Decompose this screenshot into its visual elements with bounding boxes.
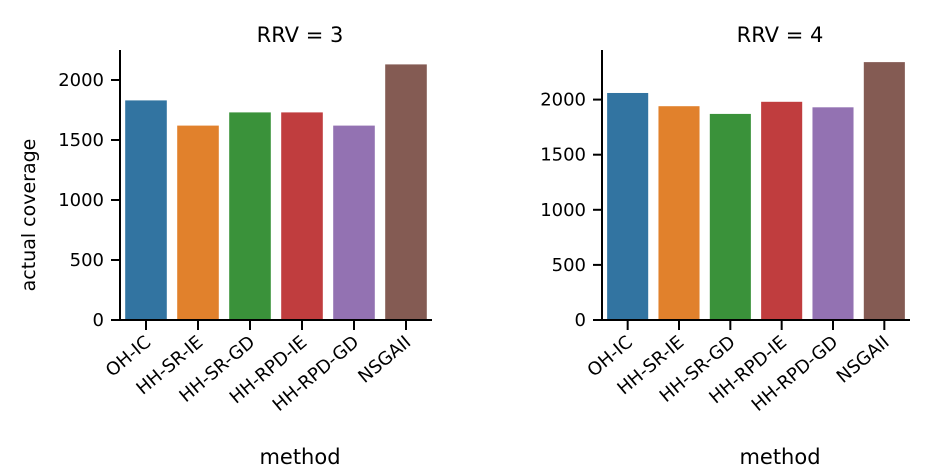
bar-oh-ic	[125, 100, 167, 321]
chart-title: RRV = 4	[737, 23, 824, 47]
y-tick-label: 1500	[540, 145, 586, 166]
y-axis-label: actual coverage	[18, 139, 40, 292]
y-tick-label: 500	[552, 255, 586, 276]
y-tick-label: 0	[93, 310, 104, 331]
bar-hh-sr-ie	[658, 106, 700, 321]
bar-hh-rpd-ie	[281, 112, 323, 321]
bar-hh-sr-gd	[709, 113, 751, 320]
chart-title: RRV = 3	[257, 23, 344, 47]
y-tick-label: 1000	[540, 200, 586, 221]
bar-hh-sr-gd	[229, 112, 271, 321]
x-tick-label: NSGAII	[833, 332, 894, 388]
x-tick-label: NSGAII	[354, 332, 415, 388]
y-tick-label: 0	[575, 310, 586, 331]
chart-panel-rrv3: 0500100015002000OH-ICHH-SR-IEHH-SR-GDHH-…	[18, 23, 432, 469]
x-axis-label: method	[259, 445, 340, 469]
y-tick-label: 1000	[58, 190, 104, 211]
bar-hh-rpd-ie	[761, 101, 803, 320]
y-tick-label: 1500	[58, 130, 104, 151]
y-tick-label: 2000	[58, 70, 104, 91]
y-tick-label: 500	[70, 250, 104, 271]
bar-nsgaii	[863, 62, 905, 321]
y-tick-label: 2000	[540, 90, 586, 111]
chart-panel-rrv4: 0500100015002000OH-ICHH-SR-IEHH-SR-GDHH-…	[540, 23, 910, 469]
bar-oh-ic	[607, 92, 649, 321]
bar-hh-rpd-gd	[812, 107, 854, 320]
x-axis-label: method	[739, 445, 820, 469]
bar-nsgaii	[385, 64, 427, 321]
bar-hh-rpd-gd	[333, 125, 375, 320]
bar-hh-sr-ie	[177, 125, 219, 320]
